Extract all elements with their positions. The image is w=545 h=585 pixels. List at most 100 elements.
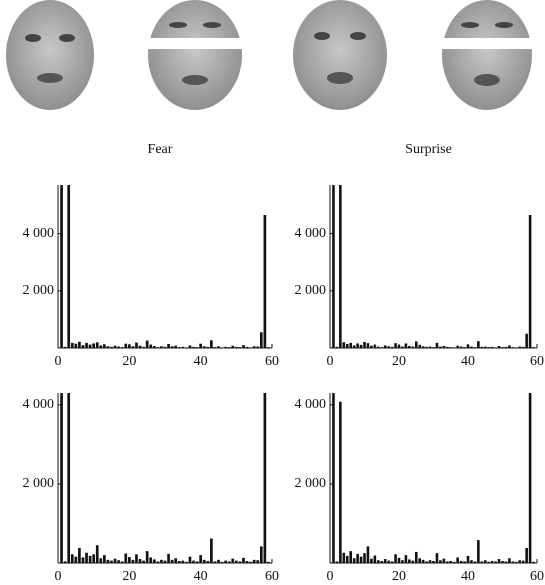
bar <box>335 346 339 348</box>
bar <box>170 346 174 348</box>
bar <box>131 559 135 563</box>
bar <box>263 215 267 348</box>
bar <box>63 346 67 348</box>
bar <box>383 345 387 348</box>
bar <box>366 546 370 563</box>
y-tick-label: 2 000 <box>23 283 55 298</box>
y-tick-label: 2 000 <box>23 476 55 491</box>
bar <box>411 346 415 348</box>
bar <box>494 561 497 563</box>
bar <box>504 561 508 563</box>
bar <box>446 561 449 563</box>
x-tick-label: 20 <box>392 569 406 580</box>
bar <box>234 346 238 348</box>
bar <box>231 558 235 563</box>
bar <box>432 561 435 563</box>
bar <box>85 552 88 563</box>
bar <box>449 347 453 348</box>
bar <box>397 557 401 563</box>
bar <box>473 561 477 563</box>
bar <box>163 346 167 348</box>
bar <box>259 546 263 563</box>
bar <box>220 561 224 563</box>
bar <box>70 554 74 563</box>
bar <box>449 561 453 563</box>
bar <box>267 347 270 348</box>
face-masked <box>145 0 253 110</box>
y-tick-label: 2 000 <box>295 283 327 298</box>
bar <box>156 561 160 563</box>
bar <box>352 558 356 563</box>
x-tick-label: 60 <box>530 354 544 369</box>
bar <box>452 561 456 563</box>
x-tick-label: 20 <box>122 569 136 580</box>
bar <box>199 555 203 563</box>
bar <box>224 560 227 563</box>
bar <box>418 558 421 563</box>
bar <box>78 547 81 563</box>
bar <box>131 346 135 348</box>
x-tick-label: 40 <box>194 354 208 369</box>
bar <box>242 557 245 563</box>
x-tick-label: 0 <box>55 569 62 580</box>
bar <box>224 346 227 348</box>
x-tick-label: 20 <box>122 354 136 369</box>
bar <box>188 345 192 348</box>
bar <box>421 346 425 348</box>
bar <box>170 559 174 563</box>
bar <box>335 561 339 563</box>
bar <box>242 345 245 348</box>
bar <box>113 558 117 563</box>
bar <box>356 553 359 563</box>
bar <box>249 561 252 563</box>
bar <box>88 555 92 563</box>
bar <box>387 560 390 563</box>
bar <box>487 561 490 563</box>
bar <box>515 561 518 563</box>
bar <box>490 346 494 348</box>
bar <box>359 556 363 563</box>
bar <box>401 346 404 348</box>
bar <box>195 561 199 563</box>
face-masked <box>440 0 545 110</box>
bar <box>60 393 63 563</box>
bar <box>532 347 535 348</box>
bar <box>439 346 442 348</box>
bar <box>185 347 188 348</box>
bar <box>174 345 178 348</box>
bar <box>442 558 446 563</box>
bar <box>466 555 470 563</box>
chart-title: Fear <box>148 142 173 157</box>
bar <box>227 561 231 563</box>
bar <box>401 560 404 563</box>
x-tick-label: 40 <box>194 569 208 580</box>
bar <box>263 393 267 563</box>
bar <box>117 560 120 563</box>
bar <box>238 347 242 348</box>
x-tick-label: 40 <box>461 569 475 580</box>
bar <box>135 342 138 348</box>
bar <box>127 557 131 563</box>
bar <box>528 215 532 348</box>
bar <box>339 185 342 348</box>
bar <box>480 346 484 348</box>
bar <box>124 553 128 563</box>
bar <box>103 344 106 348</box>
bar <box>81 345 85 348</box>
bar <box>349 551 352 563</box>
bar <box>145 340 149 348</box>
bar <box>435 553 439 563</box>
bar <box>494 347 497 348</box>
bar <box>342 552 346 563</box>
bar <box>202 346 206 348</box>
bar <box>497 345 501 348</box>
bar <box>113 345 117 348</box>
bar <box>332 393 335 563</box>
bar <box>210 538 213 563</box>
bar <box>356 343 359 348</box>
bar <box>477 341 480 348</box>
bar <box>470 560 473 563</box>
bar <box>177 347 181 348</box>
bar <box>508 345 511 348</box>
